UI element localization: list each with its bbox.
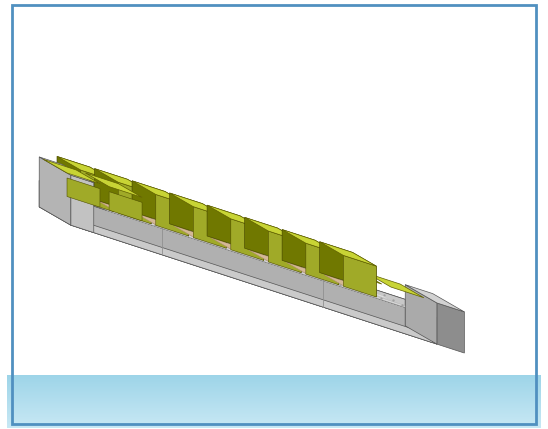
Polygon shape bbox=[240, 216, 264, 260]
Polygon shape bbox=[57, 157, 113, 181]
Polygon shape bbox=[43, 159, 100, 184]
Polygon shape bbox=[165, 191, 189, 236]
Polygon shape bbox=[39, 181, 437, 317]
Polygon shape bbox=[269, 231, 301, 272]
Polygon shape bbox=[306, 243, 339, 285]
Polygon shape bbox=[67, 178, 100, 207]
Polygon shape bbox=[244, 218, 301, 242]
Polygon shape bbox=[71, 175, 94, 233]
Polygon shape bbox=[85, 173, 142, 197]
Polygon shape bbox=[325, 260, 382, 284]
Polygon shape bbox=[136, 215, 390, 300]
Polygon shape bbox=[61, 189, 109, 210]
Polygon shape bbox=[57, 157, 90, 198]
Polygon shape bbox=[277, 228, 301, 272]
Polygon shape bbox=[71, 199, 437, 344]
Polygon shape bbox=[128, 179, 151, 224]
Polygon shape bbox=[202, 204, 226, 248]
Polygon shape bbox=[207, 205, 240, 247]
Polygon shape bbox=[174, 226, 222, 246]
Polygon shape bbox=[94, 169, 128, 210]
Polygon shape bbox=[324, 275, 372, 295]
Polygon shape bbox=[344, 255, 376, 297]
Polygon shape bbox=[405, 285, 464, 312]
Polygon shape bbox=[169, 193, 202, 235]
Polygon shape bbox=[405, 299, 437, 344]
Polygon shape bbox=[39, 157, 94, 183]
Polygon shape bbox=[94, 169, 151, 193]
Polygon shape bbox=[109, 192, 142, 221]
Polygon shape bbox=[39, 181, 405, 326]
Polygon shape bbox=[437, 303, 464, 353]
Polygon shape bbox=[118, 182, 151, 224]
Polygon shape bbox=[352, 252, 376, 297]
Polygon shape bbox=[39, 181, 71, 225]
Polygon shape bbox=[315, 240, 339, 285]
Polygon shape bbox=[80, 221, 432, 343]
Polygon shape bbox=[90, 167, 113, 211]
Polygon shape bbox=[282, 230, 315, 271]
Polygon shape bbox=[132, 181, 189, 205]
Polygon shape bbox=[39, 207, 437, 344]
Polygon shape bbox=[212, 238, 259, 258]
Polygon shape bbox=[99, 201, 147, 222]
Polygon shape bbox=[249, 250, 297, 271]
Polygon shape bbox=[405, 285, 437, 344]
Polygon shape bbox=[136, 214, 184, 234]
Polygon shape bbox=[100, 206, 414, 310]
Polygon shape bbox=[231, 219, 264, 260]
Polygon shape bbox=[193, 207, 226, 248]
Polygon shape bbox=[367, 273, 424, 298]
Polygon shape bbox=[132, 181, 165, 222]
Polygon shape bbox=[207, 205, 264, 230]
Polygon shape bbox=[39, 157, 71, 225]
Polygon shape bbox=[287, 263, 334, 283]
Polygon shape bbox=[81, 170, 113, 211]
Polygon shape bbox=[319, 242, 352, 283]
Polygon shape bbox=[244, 218, 277, 259]
Polygon shape bbox=[282, 230, 339, 254]
Polygon shape bbox=[319, 242, 376, 266]
Polygon shape bbox=[169, 193, 226, 218]
Polygon shape bbox=[156, 194, 189, 236]
